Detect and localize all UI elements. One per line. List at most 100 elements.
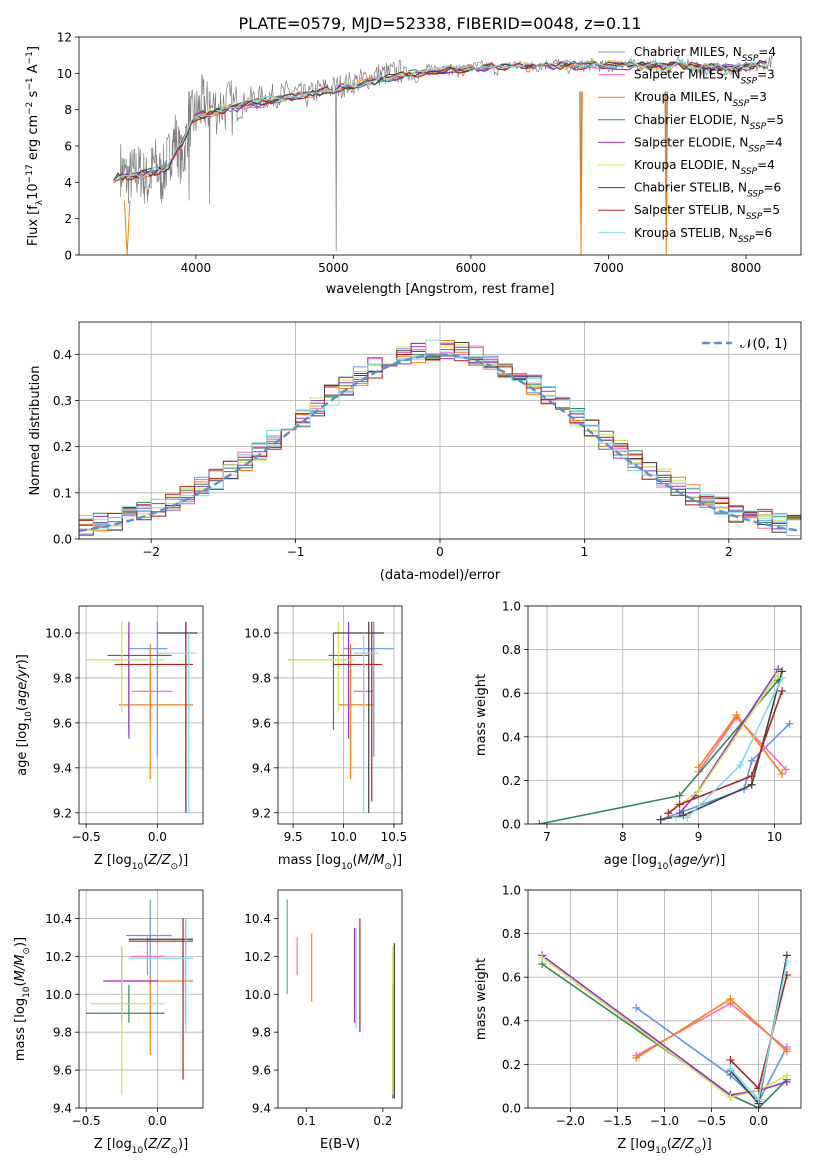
- y-tick-label: 10.4: [244, 912, 271, 926]
- model-dip: [579, 91, 583, 255]
- residuals-plot-area: [79, 339, 801, 539]
- x-tick-label: 1: [581, 545, 589, 559]
- y-axis-label: mass weight: [474, 674, 489, 756]
- y-tick-label: 0.2: [502, 1058, 521, 1072]
- mass-weight-marker: [632, 1053, 641, 1062]
- x-tick-label: −0.5: [72, 1114, 101, 1128]
- axes-frame: [527, 889, 802, 1109]
- x-tick-label: 4000: [181, 261, 212, 275]
- y-axis-label: mass weight: [474, 958, 489, 1040]
- y-tick-label: 9.6: [252, 1064, 271, 1078]
- y-tick-label: 0.0: [502, 1102, 521, 1116]
- absorption-dip: [335, 91, 338, 252]
- residuals-axes: −2 −1 0 1 2 0.0 0.1 0.2 0.3 0.4 (data-model)/error…: [28, 321, 802, 583]
- y-tick-label: 0.8: [502, 927, 521, 941]
- x-axis-label: Z [log10(Z/Z⊙)]: [94, 1137, 188, 1156]
- mass-weight-line: [697, 715, 787, 773]
- mass-vs-Z-plot-area: [86, 899, 194, 1095]
- y-tick-label: 9.4: [252, 761, 271, 775]
- massweight-vs-age-plot-area: [535, 665, 794, 824]
- mass-vs-EBV-plot-area: [286, 899, 395, 1099]
- legend-label: Chabrier STELIB, NSSP=6: [634, 181, 781, 200]
- mass-weight-marker: [632, 1003, 641, 1012]
- mass-weight-marker: [726, 1056, 735, 1065]
- legend-label: Chabrier ELODIE, NSSP=5: [634, 113, 784, 132]
- x-tick-label: 2: [725, 545, 733, 559]
- y-tick-label: 0.1: [53, 486, 72, 500]
- mass-weight-marker: [726, 995, 735, 1003]
- spectrum-plot-area: [112, 55, 773, 255]
- y-tick-label: 10.0: [45, 626, 72, 640]
- spectrum-title: PLATE=0579, MJD=52338, FIBERID=0048, z=0…: [238, 14, 641, 33]
- y-tick-label: 6: [64, 140, 72, 154]
- y-tick-label: 1.0: [502, 600, 521, 614]
- mass-weight-marker: [671, 813, 680, 822]
- normal-reference-curve: [79, 353, 801, 533]
- x-axis-label: Z [log10(Z/Z⊙)]: [94, 853, 188, 872]
- age-vs-mass-axes: 9.5 10.0 10.5 9.2 9.4 9.6 9.8 10.0 mass [log10(M…: [244, 605, 408, 872]
- age-vs-Z-plot-area: [86, 621, 198, 813]
- y-tick-label: 9.6: [252, 716, 271, 730]
- x-tick-label: −1.0: [650, 1114, 679, 1128]
- y-tick-label: 0.4: [502, 730, 521, 744]
- legend-label: Salpeter ELODIE, NSSP=4: [634, 135, 783, 154]
- x-tick-label: 10.0: [330, 830, 357, 844]
- mass-weight-line: [541, 954, 788, 1096]
- x-tick-label: 0.1: [297, 1114, 316, 1128]
- mass-weight-marker: [782, 957, 791, 966]
- legend-label: 𝒩(0, 1): [740, 337, 787, 352]
- y-tick-label: 9.8: [252, 671, 271, 685]
- x-tick-label: 0.0: [148, 1114, 167, 1128]
- absorption-dip: [188, 91, 190, 201]
- axes-frame: [277, 605, 403, 825]
- axes-frame: [277, 889, 403, 1109]
- y-tick-label: 8: [64, 103, 72, 117]
- x-tick-label: −1.5: [603, 1114, 632, 1128]
- mass-weight-marker: [781, 765, 790, 774]
- y-tick-label: 0.4: [502, 1014, 521, 1028]
- y-tick-label: 2: [64, 212, 72, 226]
- axes-frame: [78, 889, 204, 1109]
- y-tick-label: 9.8: [53, 1026, 72, 1040]
- mass-weight-marker: [683, 813, 692, 822]
- x-tick-label: 5000: [318, 261, 349, 275]
- y-tick-label: 9.2: [53, 806, 72, 820]
- y-tick-label: 10: [57, 67, 72, 81]
- y-tick-label: 0.6: [502, 687, 521, 701]
- model-dip: [664, 91, 669, 255]
- y-tick-label: 12: [57, 31, 72, 45]
- x-tick-label: 0.2: [373, 1114, 392, 1128]
- x-tick-label: 0.0: [148, 830, 167, 844]
- y-tick-label: 1.0: [502, 884, 521, 898]
- y-tick-label: 0.3: [53, 394, 72, 408]
- y-axis-label: Normed distribution: [28, 366, 43, 496]
- mass-weight-line: [541, 963, 788, 1108]
- x-tick-label: 0.0: [749, 1114, 768, 1128]
- mass-weight-marker: [675, 791, 684, 800]
- mass-weight-marker: [747, 772, 756, 781]
- legend-label: Kroupa MILES, NSSP=3: [634, 90, 767, 109]
- age-vs-Z-axes: −0.5 0.0 9.2 9.4 9.6 9.8 10.0 Z [log10(Z/Z⊙)] ag…: [15, 605, 204, 872]
- mass-weight-marker: [726, 1064, 735, 1073]
- x-axis-label: (data-model)/error: [380, 568, 501, 583]
- absorption-dip: [580, 91, 582, 255]
- massweight-vs-age-axes: 7 8 9 10 0.0 0.2 0.4 0.6 0.8 1.0 age [log10(age/yr…: [474, 600, 802, 872]
- y-tick-label: 9.4: [53, 1102, 72, 1116]
- x-tick-label: 6000: [456, 261, 487, 275]
- y-tick-label: 0.4: [53, 348, 72, 362]
- mass-vs-Z-axes: −0.5 0.0 9.4 9.6 9.8 10.0 10.2 10.4 Z [log10(Z/Z…: [13, 889, 204, 1156]
- y-tick-label: 9.8: [53, 671, 72, 685]
- legend-label: Salpeter STELIB, NSSP=5: [634, 203, 780, 222]
- x-tick-label: 10.5: [381, 830, 408, 844]
- massweight-vs-Z-axes: −2.0 −1.5 −1.0 −0.5 0.0 0.0 0.2 0.4 0.6 0.8 1.0 Z […: [474, 884, 802, 1156]
- y-tick-label: 9.8: [252, 1026, 271, 1040]
- y-tick-label: 9.6: [53, 716, 72, 730]
- mass-weight-marker: [778, 769, 787, 778]
- y-tick-label: 10.2: [45, 950, 72, 964]
- mass-weight-line: [660, 723, 791, 821]
- mass-weight-marker: [754, 1095, 763, 1104]
- mass-weight-marker: [747, 780, 756, 789]
- mass-weight-marker: [656, 815, 665, 824]
- x-tick-label: 7000: [593, 261, 624, 275]
